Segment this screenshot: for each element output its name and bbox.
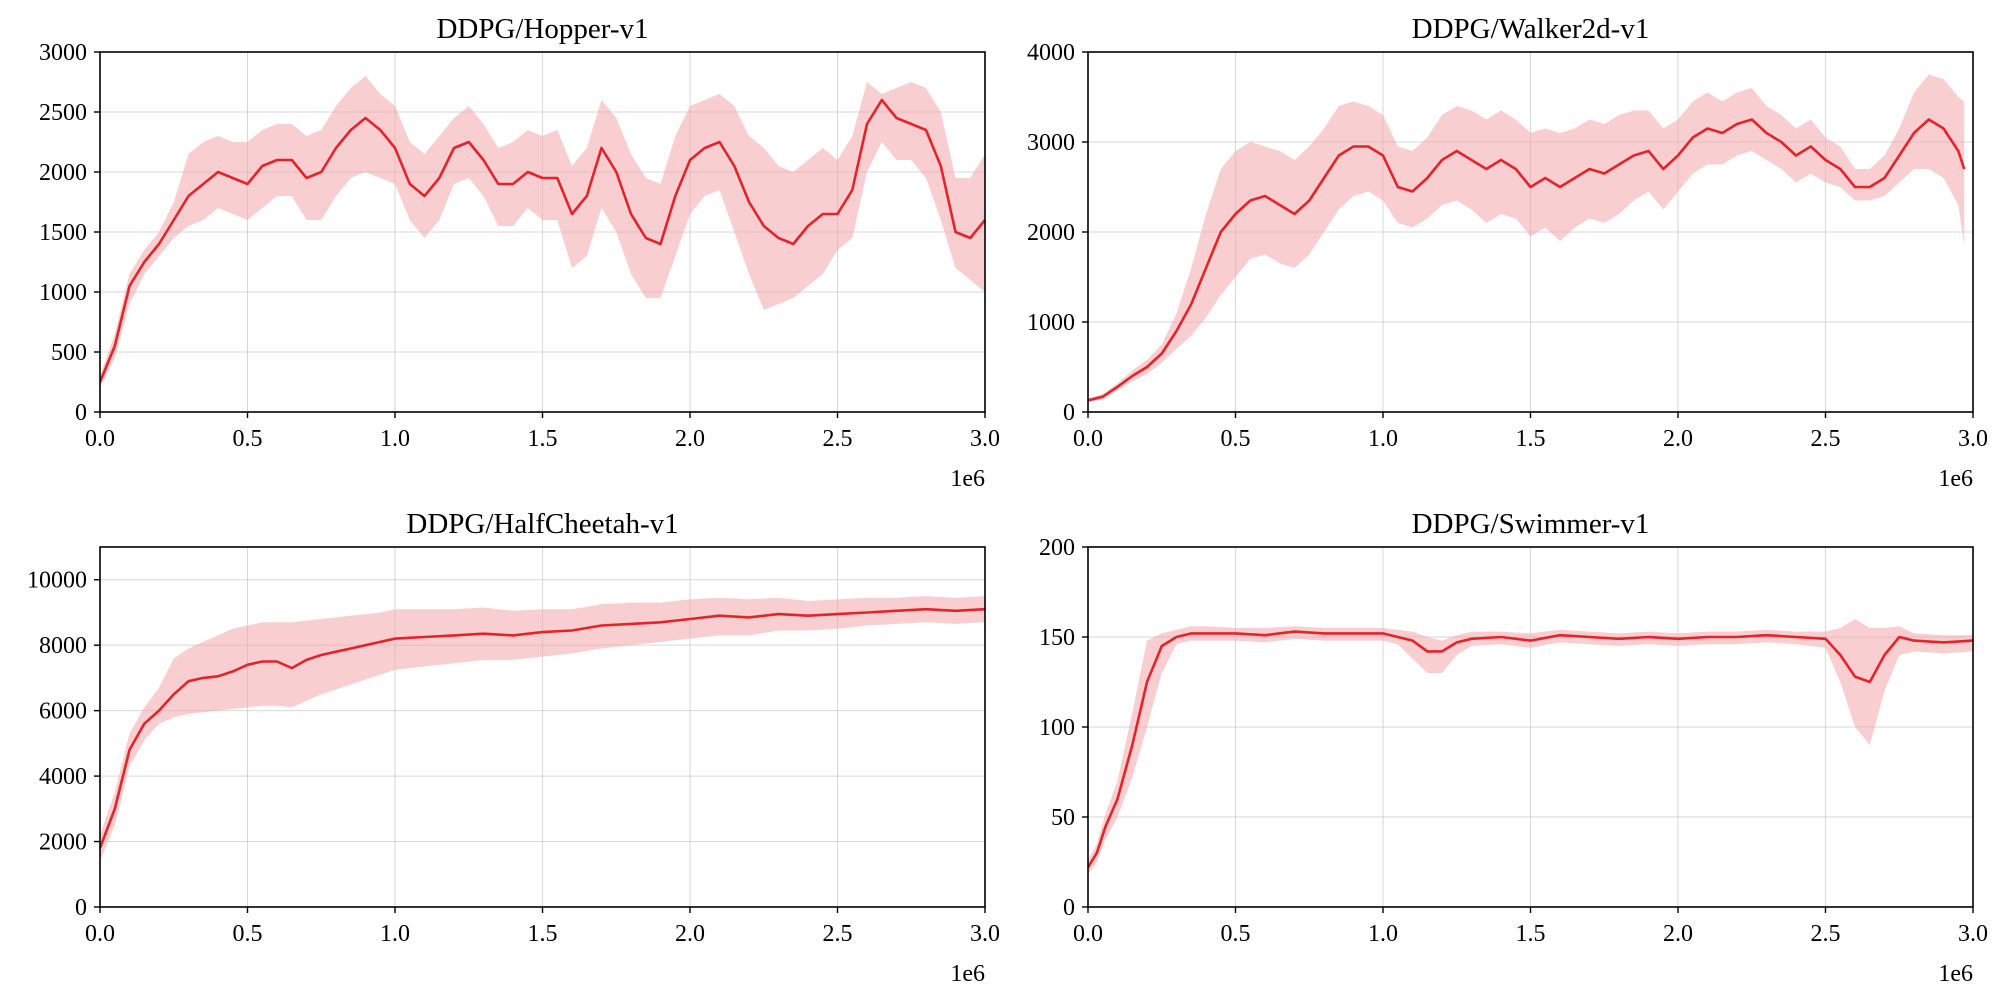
series-line — [100, 607, 985, 849]
y-tick-label: 6000 — [39, 699, 87, 725]
y-tick-label: 0 — [75, 400, 87, 426]
x-tick-label: 2.5 — [823, 921, 853, 947]
y-tick-label: 10000 — [27, 568, 87, 594]
y-tick-label: 50 — [1051, 805, 1075, 831]
y-tick-label: 1500 — [39, 220, 87, 246]
series-line — [1088, 118, 1966, 402]
x-tick-label: 1.5 — [1516, 921, 1546, 947]
y-tick-label: 150 — [1039, 625, 1075, 651]
x-tick-label: 3.0 — [970, 426, 1000, 452]
y-tick-label: 2000 — [39, 830, 87, 856]
series-line — [100, 98, 985, 383]
y-tick-label: 200 — [1039, 535, 1075, 561]
chart-title: DDPG/HalfCheetah-v1 — [406, 508, 678, 540]
x-tick-label: 1.5 — [528, 921, 558, 947]
chart-title: DDPG/Swimmer-v1 — [1412, 508, 1650, 540]
x-scale-label: 1e6 — [950, 466, 985, 492]
x-tick-label: 2.5 — [1811, 426, 1841, 452]
panel-hopper: 0.0 0.5 1.0 1.5 2.0 2.5 3.0 0 500 1000 1500 2000 250… — [39, 13, 1000, 492]
chart-title: DDPG/Hopper-v1 — [436, 13, 648, 45]
x-tick-label: 3.0 — [1958, 921, 1988, 947]
y-tick-label: 1000 — [1027, 310, 1075, 336]
std-band — [1088, 74, 1965, 403]
x-scale-label: 1e6 — [1938, 961, 1973, 987]
x-tick-label: 1.5 — [1516, 426, 1546, 452]
panel-halfcheetah: 0.0 0.5 1.0 1.5 2.0 2.5 3.0 0 2000 4000 6000 8000 10… — [27, 508, 1000, 987]
x-tick-label: 0.0 — [85, 426, 115, 452]
y-tick-label: 100 — [1039, 715, 1075, 741]
x-tick-label: 1.0 — [1368, 921, 1398, 947]
x-tick-label: 2.0 — [675, 921, 705, 947]
y-tick-label: 1000 — [39, 280, 87, 306]
y-tick-label: 0 — [1063, 895, 1075, 921]
y-tick-label: 500 — [51, 340, 87, 366]
x-tick-label: 1.0 — [1368, 426, 1398, 452]
std-band — [100, 596, 985, 862]
y-tick-label: 2000 — [1027, 220, 1075, 246]
x-tick-label: 1.0 — [380, 921, 410, 947]
x-tick-label: 2.0 — [1663, 921, 1693, 947]
x-tick-label: 0.0 — [85, 921, 115, 947]
x-tick-label: 0.5 — [233, 426, 263, 452]
x-tick-label: 3.0 — [1958, 426, 1988, 452]
x-scale-label: 1e6 — [1938, 466, 1973, 492]
std-band — [100, 76, 985, 388]
x-tick-label: 0.5 — [233, 921, 263, 947]
x-tick-label: 1.0 — [380, 426, 410, 452]
y-tick-label: 3000 — [1027, 130, 1075, 156]
x-tick-label: 2.0 — [1663, 426, 1693, 452]
y-tick-label: 4000 — [1027, 40, 1075, 66]
std-band — [1088, 619, 1973, 875]
x-tick-label: 0.5 — [1221, 921, 1251, 947]
y-tick-label: 4000 — [39, 764, 87, 790]
y-tick-label: 2000 — [39, 160, 87, 186]
x-tick-label: 2.0 — [675, 426, 705, 452]
y-tick-label: 2500 — [39, 100, 87, 126]
x-tick-label: 1.5 — [528, 426, 558, 452]
x-tick-label: 2.5 — [823, 426, 853, 452]
x-tick-label: 0.0 — [1073, 921, 1103, 947]
chart-title: DDPG/Walker2d-v1 — [1412, 13, 1650, 45]
series-line — [1088, 630, 1973, 869]
y-tick-label: 0 — [75, 895, 87, 921]
x-tick-label: 3.0 — [970, 921, 1000, 947]
x-tick-label: 2.5 — [1811, 921, 1841, 947]
y-tick-label: 3000 — [39, 40, 87, 66]
panel-walker2d: 0.0 0.5 1.0 1.5 2.0 2.5 3.0 0 1000 2000 3000 4000 D… — [1027, 13, 1988, 492]
x-tick-label: 0.0 — [1073, 426, 1103, 452]
x-tick-label: 0.5 — [1221, 426, 1251, 452]
panel-swimmer: 0.0 0.5 1.0 1.5 2.0 2.5 3.0 0 50 100 150 200 DDPG/S… — [1039, 508, 1988, 987]
x-scale-label: 1e6 — [950, 961, 985, 987]
y-tick-label: 0 — [1063, 400, 1075, 426]
y-tick-label: 8000 — [39, 633, 87, 659]
